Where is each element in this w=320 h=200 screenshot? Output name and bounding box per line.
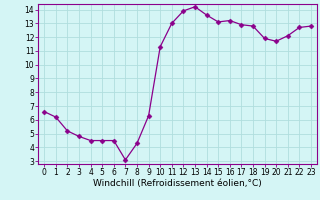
X-axis label: Windchill (Refroidissement éolien,°C): Windchill (Refroidissement éolien,°C) <box>93 179 262 188</box>
